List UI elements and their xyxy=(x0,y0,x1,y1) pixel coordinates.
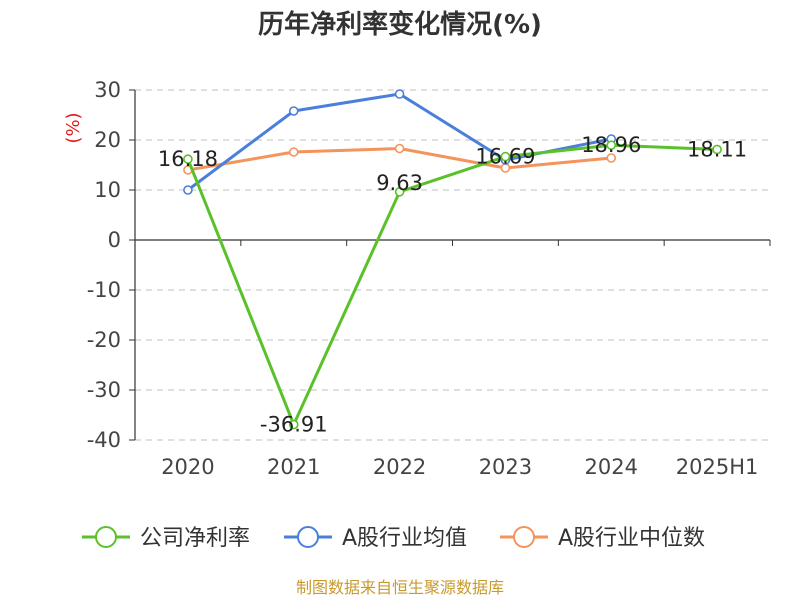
data-point xyxy=(606,153,617,163)
x-tick-label: 2022 xyxy=(373,455,426,479)
legend-label: A股行业中位数 xyxy=(558,526,705,551)
y-tick-label: 0 xyxy=(108,228,121,252)
x-tick-label: 2024 xyxy=(585,455,638,479)
y-tick-label: -40 xyxy=(87,428,121,452)
legend-marker xyxy=(95,526,117,548)
data-label: -36.91 xyxy=(260,413,328,437)
data-point xyxy=(183,185,193,195)
x-tick-label: 2025H1 xyxy=(676,455,759,479)
legend-marker xyxy=(297,526,319,548)
data-label: 9.63 xyxy=(376,171,423,195)
data-label: 16.18 xyxy=(158,147,218,171)
data-label: 18.11 xyxy=(687,137,747,161)
data-point xyxy=(394,187,405,197)
y-tick-label: -30 xyxy=(87,378,121,402)
legend-item: A股行业中位数 xyxy=(500,526,705,551)
data-point xyxy=(712,144,722,155)
data-label: 16.69 xyxy=(475,145,535,169)
legend-marker xyxy=(513,526,535,548)
legend-label: 公司净利率 xyxy=(140,526,250,551)
data-point xyxy=(606,140,617,150)
x-tick-label: 2021 xyxy=(267,455,320,479)
x-tick-label: 2020 xyxy=(161,455,214,479)
series-0 xyxy=(183,140,722,430)
series-line xyxy=(186,143,718,427)
data-point xyxy=(288,147,299,157)
chart-title: 历年净利率变化情况(%) xyxy=(258,9,542,40)
data-point xyxy=(500,151,511,162)
data-point xyxy=(394,89,405,99)
series-2 xyxy=(183,143,617,175)
x-tick-label: 2023 xyxy=(479,455,532,479)
axes: 30 20 10 0 -10 -20 -30 -40 2020 2021 2022 2023 2024 2… xyxy=(87,78,771,479)
legend-label: A股行业均值 xyxy=(342,526,467,551)
data-point xyxy=(288,419,299,430)
data-label: 18.96 xyxy=(581,133,641,157)
y-tick-label: 30 xyxy=(94,78,121,102)
y-tick-label: 20 xyxy=(94,128,121,152)
series-layer xyxy=(183,89,722,430)
y-tick-label: -20 xyxy=(87,328,121,352)
gridlines xyxy=(135,89,770,441)
data-point xyxy=(394,143,405,154)
y-tick-label: 10 xyxy=(94,178,121,202)
data-point xyxy=(183,154,193,164)
legend-item: A股行业均值 xyxy=(284,526,467,551)
legend: 公司净利率 A股行业均值 A股行业中位数 xyxy=(82,526,705,551)
y-axis-unit-label: (%) xyxy=(63,112,84,143)
source-note: 制图数据来自恒生聚源数据库 xyxy=(296,578,504,597)
legend-item: 公司净利率 xyxy=(82,526,250,551)
data-point xyxy=(288,106,299,116)
y-tick-label: -10 xyxy=(87,278,121,302)
data-labels: 16.18 -36.91 9.63 16.69 18.96 18.11 xyxy=(158,133,747,436)
